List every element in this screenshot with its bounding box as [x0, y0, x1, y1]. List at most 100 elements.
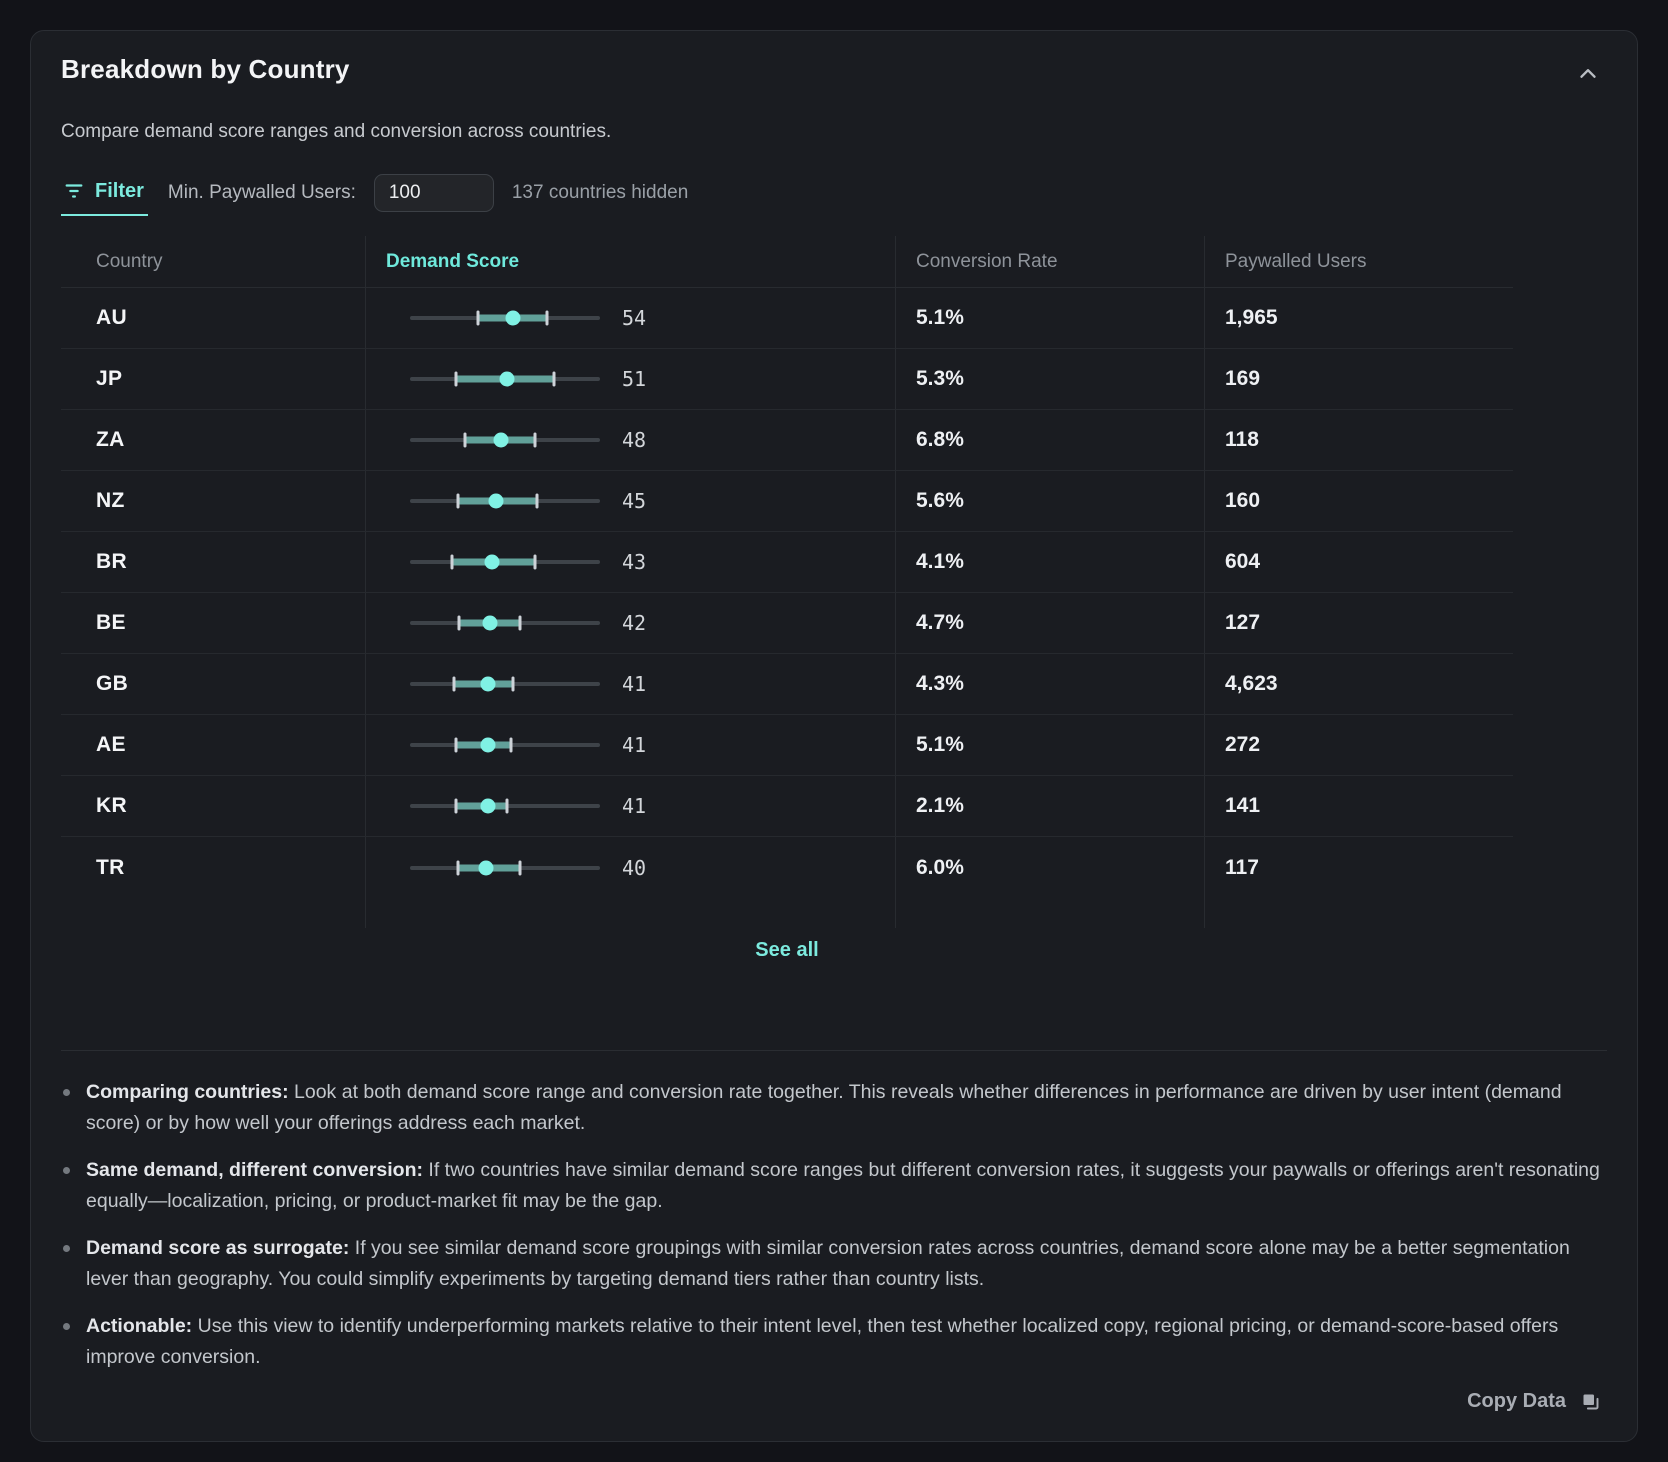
breakdown-by-country-panel: Breakdown by Country Compare demand scor…: [30, 30, 1638, 1442]
insight-note: Actionable: Use this view to identify un…: [61, 1311, 1607, 1373]
table-row: BE 42 4.7% 127: [61, 593, 1513, 654]
bullet-marker: [63, 1245, 70, 1252]
demand-score-dot: [484, 554, 500, 570]
conversion-rate-value: 6.0%: [896, 837, 1205, 898]
table-header-row: Country Demand Score Conversion Rate Pay…: [61, 236, 1513, 288]
demand-score-value: 42: [622, 611, 647, 635]
paywalled-users-value: 272: [1225, 733, 1261, 756]
table-row: JP 51 5.3% 169: [61, 349, 1513, 410]
insight-notes: Comparing countries: Look at both demand…: [61, 1077, 1607, 1373]
demand-score-value: 51: [622, 367, 647, 391]
slider-min-whisker: [456, 493, 459, 509]
country-code: AU: [61, 288, 366, 348]
bullet-marker: [63, 1167, 70, 1174]
slider-min-whisker: [452, 676, 456, 692]
demand-score-dot: [488, 493, 503, 509]
demand-score-range-slider: [410, 675, 600, 693]
demand-score-value: 41: [622, 733, 647, 757]
chevron-up-icon: [1580, 69, 1596, 78]
conversion-rate-value: 4.7%: [896, 593, 1205, 653]
demand-score-dot: [493, 432, 509, 448]
demand-score-value: 41: [622, 672, 647, 696]
note-text: If you see similar demand score grouping…: [86, 1237, 1570, 1290]
note-lead: Same demand, different conversion:: [86, 1159, 423, 1181]
paywalled-users-value: 604: [1225, 550, 1261, 573]
page-title: Breakdown by Country: [61, 54, 350, 84]
filter-tab[interactable]: Filter: [61, 170, 148, 216]
demand-score-dot: [480, 676, 496, 692]
column-header-paywalled-users[interactable]: Paywalled Users: [1225, 250, 1367, 272]
country-code: ZA: [61, 410, 366, 470]
demand-score-dot: [482, 615, 498, 631]
conversion-rate-value: 5.6%: [896, 471, 1205, 531]
see-all-button[interactable]: See all: [749, 938, 824, 963]
slider-max-whisker: [535, 493, 539, 509]
country-code: NZ: [61, 471, 366, 531]
paywalled-users-value: 141: [1225, 794, 1261, 817]
country-breakdown-table: Country Demand Score Conversion Rate Pay…: [61, 236, 1513, 972]
table-row: ZA 48 6.8% 118: [61, 410, 1513, 471]
slider-max-whisker: [518, 615, 522, 631]
paywalled-users-value: 117: [1225, 855, 1259, 879]
filter-bar: Filter Min. Paywalled Users: 137 countri…: [61, 170, 1607, 216]
slider-min-whisker: [476, 310, 480, 326]
countries-hidden-note: 137 countries hidden: [511, 182, 689, 203]
demand-score-range-slider: [410, 553, 600, 571]
country-code: TR: [61, 837, 366, 898]
demand-score-value: 41: [622, 794, 647, 818]
slider-min-whisker: [456, 860, 459, 875]
note-text: Look at both demand score range and conv…: [86, 1081, 1562, 1134]
column-header-country[interactable]: Country: [61, 236, 366, 287]
demand-score-dot: [499, 371, 515, 387]
paywalled-users-value: 169: [1225, 367, 1261, 390]
conversion-rate-value: 5.1%: [896, 715, 1205, 775]
filter-icon: [65, 184, 83, 198]
section-divider: [61, 1050, 1607, 1051]
collapse-button[interactable]: [1569, 55, 1607, 96]
table-row: AE 41 5.1% 272: [61, 715, 1513, 776]
slider-min-whisker: [454, 798, 458, 814]
conversion-rate-value: 4.3%: [896, 654, 1205, 714]
insight-note: Same demand, different conversion: If tw…: [61, 1155, 1607, 1217]
copy-data-button[interactable]: Copy Data: [1461, 1389, 1607, 1414]
country-code: BE: [61, 593, 366, 653]
demand-score-range-slider: [410, 492, 600, 510]
slider-max-whisker: [505, 798, 509, 814]
conversion-rate-value: 6.8%: [896, 410, 1205, 470]
demand-score-dot: [480, 798, 496, 814]
slider-max-whisker: [552, 371, 556, 387]
note-lead: Comparing countries:: [86, 1081, 289, 1103]
column-header-demand-score[interactable]: Demand Score: [366, 236, 896, 287]
demand-score-value: 40: [622, 855, 647, 880]
paywalled-users-value: 160: [1225, 489, 1261, 512]
table-footer-spacer: [61, 898, 1513, 928]
table-row: TR 40 6.0% 117: [61, 837, 1513, 898]
bullet-marker: [63, 1323, 70, 1330]
insight-note: Comparing countries: Look at both demand…: [61, 1077, 1607, 1139]
min-paywalled-users-input[interactable]: [373, 174, 494, 212]
conversion-rate-value: 2.1%: [896, 776, 1205, 836]
slider-min-whisker: [450, 554, 454, 570]
paywalled-users-value: 127: [1225, 611, 1261, 634]
bullet-marker: [63, 1089, 70, 1096]
insight-note: Demand score as surrogate: If you see si…: [61, 1233, 1607, 1295]
demand-score-range-slider: [410, 859, 600, 877]
slider-min-whisker: [457, 615, 461, 631]
demand-score-value: 43: [622, 550, 647, 574]
demand-score-range-slider: [410, 370, 600, 388]
note-lead: Actionable:: [86, 1315, 193, 1337]
table-row: KR 41 2.1% 141: [61, 776, 1513, 837]
slider-max-whisker: [545, 310, 549, 326]
demand-score-range-slider: [410, 736, 600, 754]
country-code: JP: [61, 349, 366, 409]
country-code: GB: [61, 654, 366, 714]
slider-min-whisker: [454, 371, 458, 387]
paywalled-users-value: 4,623: [1225, 672, 1278, 695]
demand-score-range-slider: [410, 614, 600, 632]
slider-max-whisker: [511, 676, 515, 692]
slider-max-whisker: [533, 554, 537, 570]
column-header-conversion-rate[interactable]: Conversion Rate: [896, 236, 1205, 287]
slider-min-whisker: [463, 432, 467, 448]
filter-tab-label: Filter: [95, 179, 144, 202]
slider-max-whisker: [533, 432, 537, 448]
